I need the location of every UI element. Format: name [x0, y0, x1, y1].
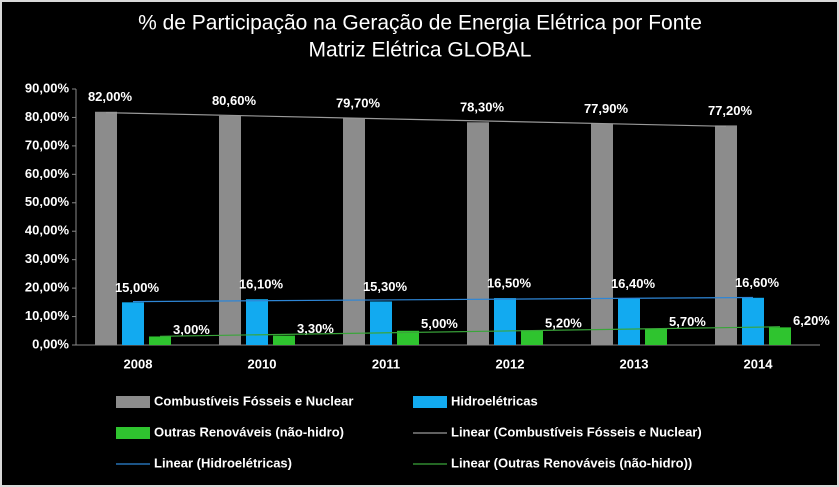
data-label: 80,60% [212, 93, 257, 108]
data-label: 15,30% [363, 279, 408, 294]
data-label: 15,00% [115, 280, 160, 295]
data-label: 79,70% [336, 96, 381, 111]
data-label: 82,00% [88, 89, 133, 104]
bar [742, 297, 764, 345]
trendline [132, 296, 754, 303]
bar [370, 301, 392, 345]
y-tick-label: 80,00% [25, 109, 70, 124]
y-tick-label: 10,00% [25, 308, 70, 323]
bar [273, 335, 295, 345]
bar [521, 330, 543, 345]
y-tick-label: 90,00% [25, 80, 70, 95]
x-tick-label: 2010 [248, 356, 277, 371]
bar [122, 302, 144, 345]
data-label: 3,30% [297, 321, 334, 336]
bar [467, 122, 489, 345]
data-label: 16,50% [487, 276, 532, 291]
data-label: 5,00% [421, 316, 458, 331]
y-tick-label: 70,00% [25, 137, 70, 152]
y-tick-label: 30,00% [25, 251, 70, 266]
x-tick-label: 2011 [372, 356, 400, 371]
x-tick-label: 2008 [124, 356, 153, 371]
legend-label: Linear (Outras Renováveis (não-hidro)) [451, 455, 692, 470]
x-tick-label: 2014 [744, 356, 774, 371]
y-tick-label: 60,00% [25, 166, 70, 181]
bar [618, 298, 640, 345]
bar [715, 125, 737, 345]
data-label: 6,20% [793, 313, 830, 328]
bar [246, 299, 268, 345]
data-label: 5,20% [545, 316, 582, 331]
bar [591, 123, 613, 345]
legend-label: Linear (Hidroelétricas) [154, 455, 292, 470]
chart-title: % de Participação na Geração de Energia … [138, 12, 702, 35]
data-label: 77,90% [584, 101, 629, 116]
bar [645, 328, 667, 345]
y-tick-label: 0,00% [32, 336, 69, 351]
bar [95, 111, 117, 345]
legend-swatch [116, 396, 150, 408]
legend-label: Combustíveis Fósseis e Nuclear [154, 393, 353, 408]
legend-label: Outras Renováveis (não-hidro) [154, 424, 344, 439]
x-tick-label: 2013 [620, 356, 649, 371]
legend-label: Hidroelétricas [451, 393, 538, 408]
y-tick-label: 20,00% [25, 280, 70, 295]
data-label: 16,10% [239, 277, 284, 292]
legend-swatch [413, 396, 447, 408]
legend-swatch [116, 427, 150, 439]
trendline [159, 326, 781, 337]
bar [397, 330, 419, 345]
chart-title: Matriz Elétrica GLOBAL [309, 39, 532, 62]
bar [769, 327, 791, 345]
x-tick-label: 2012 [496, 356, 525, 371]
y-tick-label: 40,00% [25, 223, 70, 238]
trendline [105, 112, 727, 127]
data-label: 16,40% [611, 276, 656, 291]
legend-label: Linear (Combustíveis Fósseis e Nuclear) [451, 424, 702, 439]
data-label: 16,60% [735, 275, 780, 290]
bar [494, 298, 516, 345]
bar [219, 115, 241, 345]
y-tick-label: 50,00% [25, 194, 70, 209]
data-label: 3,00% [173, 322, 210, 337]
data-label: 78,30% [460, 100, 505, 115]
bar [343, 118, 365, 345]
data-label: 5,70% [669, 314, 706, 329]
data-label: 77,20% [708, 103, 753, 118]
bar [149, 336, 171, 345]
